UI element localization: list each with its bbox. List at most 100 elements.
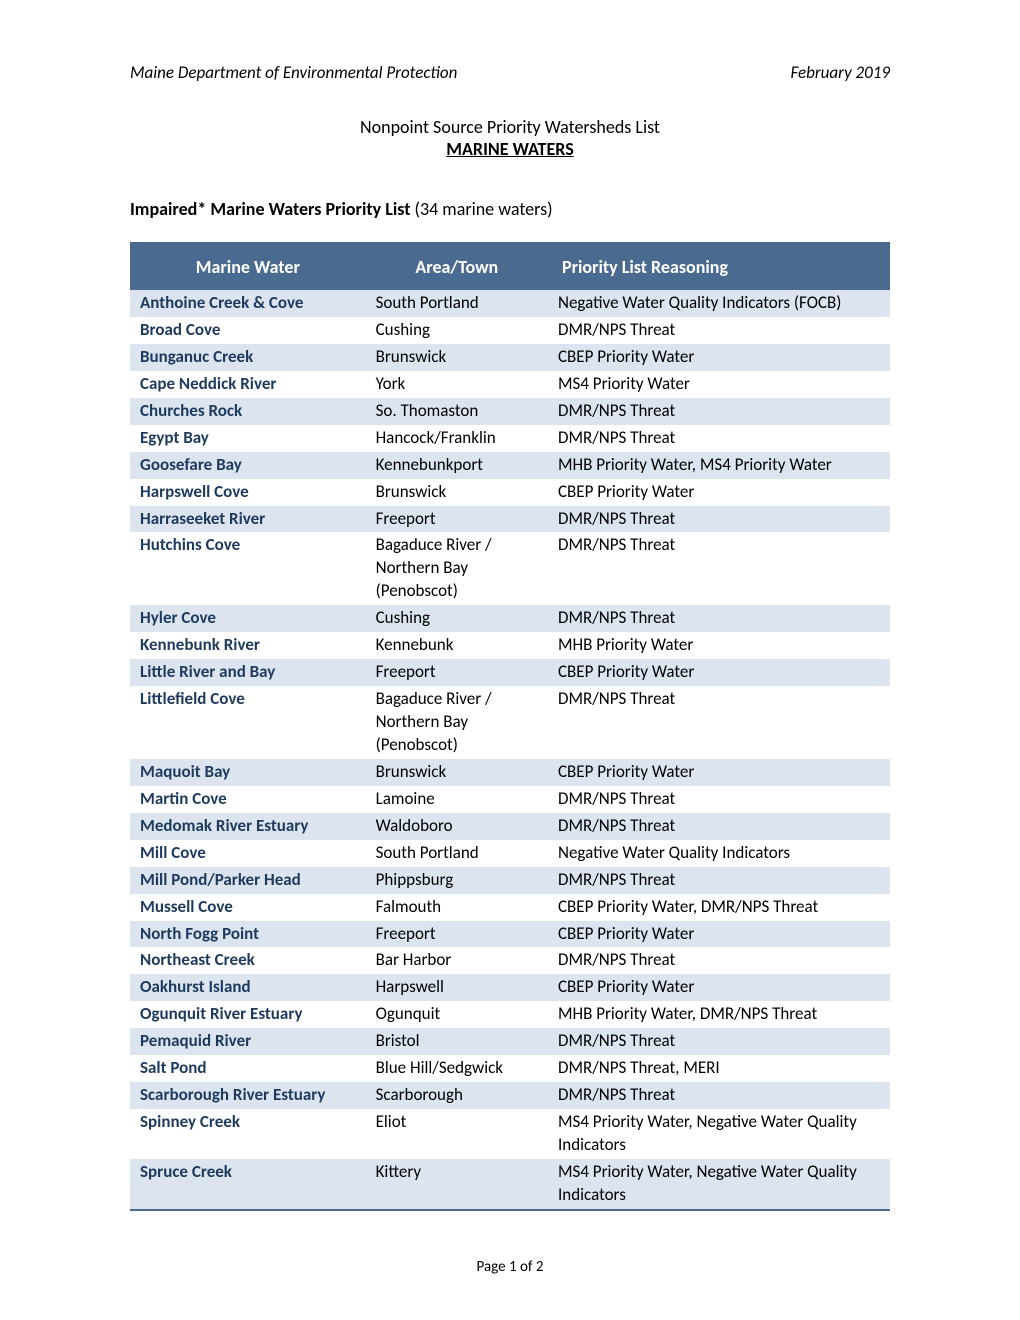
cell-marine-water: Scarborough River Estuary xyxy=(130,1082,366,1109)
cell-reason: DMR/NPS Threat xyxy=(548,867,890,894)
cell-area: Hancock/Franklin xyxy=(366,425,548,452)
cell-marine-water: Broad Cove xyxy=(130,317,366,344)
table-row: Spinney CreekEliotMS4 Priority Water, Ne… xyxy=(130,1109,890,1159)
cell-area: Kennebunk xyxy=(366,632,548,659)
cell-reason: DMR/NPS Threat xyxy=(548,1082,890,1109)
cell-marine-water: Maquoit Bay xyxy=(130,759,366,786)
subtitle: Impaired* Marine Waters Priority List (3… xyxy=(130,198,890,220)
cell-reason: CBEP Priority Water xyxy=(548,921,890,948)
cell-area: Bagaduce River / Northern Bay (Penobscot… xyxy=(366,532,548,605)
table-row: Spruce CreekKitteryMS4 Priority Water, N… xyxy=(130,1159,890,1210)
cell-reason: CBEP Priority Water xyxy=(548,479,890,506)
cell-marine-water: Spinney Creek xyxy=(130,1109,366,1159)
cell-area: Brunswick xyxy=(366,479,548,506)
table-row: Goosefare BayKennebunkportMHB Priority W… xyxy=(130,452,890,479)
cell-area: Lamoine xyxy=(366,786,548,813)
col-area-town: Area/Town xyxy=(366,243,548,290)
table-row: Pemaquid RiverBristolDMR/NPS Threat xyxy=(130,1028,890,1055)
cell-reason: DMR/NPS Threat xyxy=(548,425,890,452)
table-row: Harpswell CoveBrunswickCBEP Priority Wat… xyxy=(130,479,890,506)
cell-area: Falmouth xyxy=(366,894,548,921)
cell-marine-water: Harpswell Cove xyxy=(130,479,366,506)
cell-reason: DMR/NPS Threat xyxy=(548,506,890,533)
title-block: Nonpoint Source Priority Watersheds List… xyxy=(130,116,890,160)
cell-marine-water: Medomak River Estuary xyxy=(130,813,366,840)
cell-reason: MHB Priority Water, DMR/NPS Threat xyxy=(548,1001,890,1028)
cell-marine-water: Anthoine Creek & Cove xyxy=(130,290,366,317)
cell-area: So. Thomaston xyxy=(366,398,548,425)
cell-area: Brunswick xyxy=(366,344,548,371)
cell-marine-water: Spruce Creek xyxy=(130,1159,366,1210)
cell-reason: DMR/NPS Threat xyxy=(548,317,890,344)
cell-area: South Portland xyxy=(366,290,548,317)
cell-marine-water: Egypt Bay xyxy=(130,425,366,452)
cell-area: Scarborough xyxy=(366,1082,548,1109)
cell-area: Kennebunkport xyxy=(366,452,548,479)
cell-area: Kittery xyxy=(366,1159,548,1210)
cell-marine-water: Mill Pond/Parker Head xyxy=(130,867,366,894)
cell-reason: MHB Priority Water xyxy=(548,632,890,659)
cell-reason: DMR/NPS Threat xyxy=(548,686,890,759)
cell-area: Eliot xyxy=(366,1109,548,1159)
cell-marine-water: Mill Cove xyxy=(130,840,366,867)
table-row: Hyler CoveCushingDMR/NPS Threat xyxy=(130,605,890,632)
title-line1: Nonpoint Source Priority Watersheds List xyxy=(130,116,890,138)
table-row: Mussell CoveFalmouthCBEP Priority Water,… xyxy=(130,894,890,921)
cell-marine-water: Mussell Cove xyxy=(130,894,366,921)
cell-reason: DMR/NPS Threat xyxy=(548,398,890,425)
subtitle-bold: Impaired* Marine Waters Priority List xyxy=(130,198,410,220)
cell-marine-water: Martin Cove xyxy=(130,786,366,813)
cell-reason: DMR/NPS Threat xyxy=(548,786,890,813)
cell-reason: CBEP Priority Water, DMR/NPS Threat xyxy=(548,894,890,921)
cell-marine-water: Bunganuc Creek xyxy=(130,344,366,371)
cell-reason: CBEP Priority Water xyxy=(548,659,890,686)
cell-marine-water: Oakhurst Island xyxy=(130,974,366,1001)
cell-reason: DMR/NPS Threat xyxy=(548,605,890,632)
cell-reason: DMR/NPS Threat, MERI xyxy=(548,1055,890,1082)
cell-reason: DMR/NPS Threat xyxy=(548,813,890,840)
table-row: Maquoit BayBrunswickCBEP Priority Water xyxy=(130,759,890,786)
col-marine-water: Marine Water xyxy=(130,243,366,290)
table-row: Kennebunk RiverKennebunkMHB Priority Wat… xyxy=(130,632,890,659)
cell-reason: DMR/NPS Threat xyxy=(548,532,890,605)
cell-area: Cushing xyxy=(366,317,548,344)
cell-marine-water: North Fogg Point xyxy=(130,921,366,948)
cell-marine-water: Cape Neddick River xyxy=(130,371,366,398)
cell-area: Phippsburg xyxy=(366,867,548,894)
table-row: Ogunquit River EstuaryOgunquitMHB Priori… xyxy=(130,1001,890,1028)
cell-area: Brunswick xyxy=(366,759,548,786)
cell-area: Bristol xyxy=(366,1028,548,1055)
table-row: Martin CoveLamoineDMR/NPS Threat xyxy=(130,786,890,813)
table-row: Broad CoveCushingDMR/NPS Threat xyxy=(130,317,890,344)
table-row: Oakhurst IslandHarpswellCBEP Priority Wa… xyxy=(130,974,890,1001)
cell-marine-water: Hutchins Cove xyxy=(130,532,366,605)
cell-reason: CBEP Priority Water xyxy=(548,759,890,786)
cell-marine-water: Littlefield Cove xyxy=(130,686,366,759)
cell-reason: DMR/NPS Threat xyxy=(548,947,890,974)
cell-reason: CBEP Priority Water xyxy=(548,344,890,371)
document-page: Maine Department of Environmental Protec… xyxy=(0,0,1020,1320)
cell-marine-water: Kennebunk River xyxy=(130,632,366,659)
cell-reason: DMR/NPS Threat xyxy=(548,1028,890,1055)
cell-area: Ogunquit xyxy=(366,1001,548,1028)
header-left: Maine Department of Environmental Protec… xyxy=(130,62,457,83)
cell-area: Freeport xyxy=(366,659,548,686)
subtitle-rest: (34 marine waters) xyxy=(410,198,552,220)
table-row: Egypt BayHancock/FranklinDMR/NPS Threat xyxy=(130,425,890,452)
marine-waters-table: Marine Water Area/Town Priority List Rea… xyxy=(130,242,890,1211)
cell-area: Cushing xyxy=(366,605,548,632)
cell-area: Harpswell xyxy=(366,974,548,1001)
table-row: Northeast CreekBar HarborDMR/NPS Threat xyxy=(130,947,890,974)
table-header-row: Marine Water Area/Town Priority List Rea… xyxy=(130,243,890,290)
table-row: Mill CoveSouth PortlandNegative Water Qu… xyxy=(130,840,890,867)
cell-area: Freeport xyxy=(366,921,548,948)
cell-marine-water: Churches Rock xyxy=(130,398,366,425)
cell-reason: Negative Water Quality Indicators (FOCB) xyxy=(548,290,890,317)
title-line2: MARINE WATERS xyxy=(446,138,573,160)
cell-area: Waldoboro xyxy=(366,813,548,840)
cell-area: York xyxy=(366,371,548,398)
header-right: February 2019 xyxy=(790,62,890,83)
cell-marine-water: Goosefare Bay xyxy=(130,452,366,479)
table-row: Mill Pond/Parker HeadPhippsburgDMR/NPS T… xyxy=(130,867,890,894)
cell-area: Bagaduce River / Northern Bay (Penobscot… xyxy=(366,686,548,759)
